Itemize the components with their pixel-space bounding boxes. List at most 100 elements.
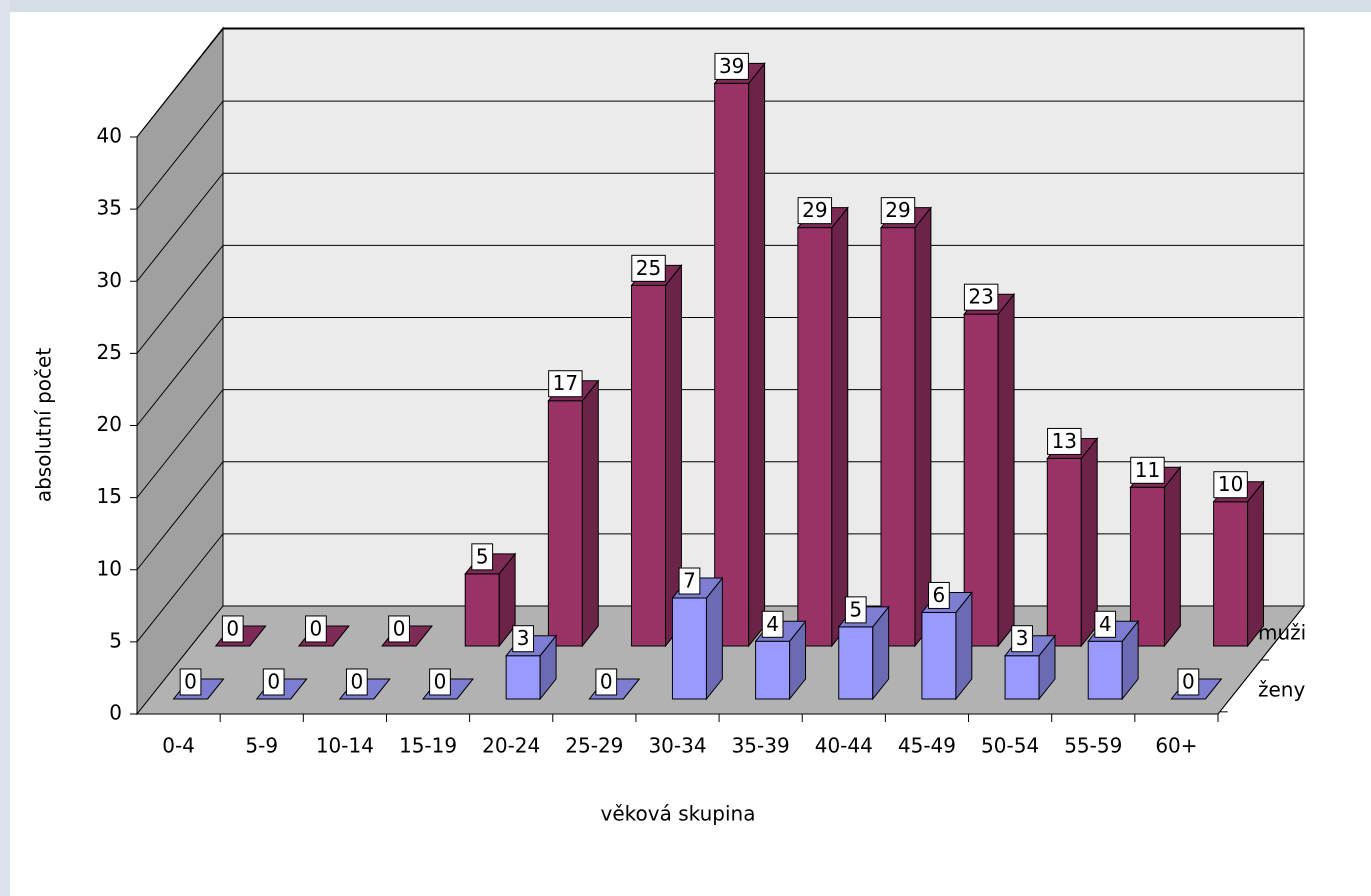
y-tick-label: 20 [97, 412, 122, 436]
value-label-box [631, 254, 666, 282]
value-label: 0 [350, 669, 363, 693]
value-label: 13 [1052, 429, 1077, 453]
bar-side [997, 292, 1015, 648]
value-label-box [1177, 668, 1200, 696]
x-axis-title: věková skupina [601, 802, 756, 826]
x-tick-label: 35-39 [732, 734, 790, 758]
value-label-box [678, 567, 701, 595]
grid-line [136, 245, 224, 354]
value-label: 0 [310, 616, 323, 640]
bar-front [921, 611, 957, 700]
value-label-box [512, 625, 535, 653]
value-label-box [388, 615, 410, 643]
bar-front [1004, 655, 1040, 700]
value-label-box [1011, 625, 1033, 653]
value-label-box [1094, 610, 1117, 638]
bar-front [755, 640, 791, 700]
bar-side [831, 206, 849, 648]
x-tick-label: 15-19 [399, 734, 457, 758]
value-label-box [844, 596, 867, 624]
value-label: 5 [476, 544, 489, 568]
top-band [0, 0, 1371, 12]
value-label: 4 [1099, 612, 1112, 636]
value-label: 4 [766, 612, 779, 636]
value-label: 5 [849, 597, 862, 621]
x-tick-label: 45-49 [898, 734, 956, 758]
value-label-box [797, 197, 833, 225]
x-tick-label: 60+ [1155, 734, 1197, 758]
value-label-box [880, 197, 916, 225]
value-label-box [1130, 456, 1165, 484]
value-label: 29 [885, 198, 910, 222]
value-label-box [262, 668, 285, 696]
y-tick-label: 40 [97, 124, 122, 148]
value-label: 17 [553, 371, 578, 395]
depth-label: ženy [1258, 678, 1305, 702]
value-label: 25 [636, 256, 661, 280]
value-label: 0 [184, 669, 197, 693]
value-label-box [1047, 427, 1082, 455]
value-label-box [429, 668, 451, 696]
value-label: 0 [267, 669, 280, 693]
x-tick-label: 40-44 [815, 734, 873, 758]
bar-front [1213, 501, 1249, 647]
bar-side [1163, 465, 1181, 648]
x-tick-label: 25-29 [565, 734, 623, 758]
value-label: 11 [1135, 458, 1160, 482]
bar-front [464, 573, 500, 647]
bar-side [705, 576, 723, 701]
grid-line [136, 317, 224, 426]
bar-front [671, 597, 707, 700]
value-label: 3 [1016, 626, 1029, 650]
value-label-box [963, 283, 999, 311]
y-axis-title: absolutní počet [32, 348, 56, 503]
grid-line [136, 389, 224, 498]
value-label-box [221, 615, 244, 643]
grid-line [136, 533, 224, 643]
y-tick-label: 25 [97, 340, 122, 364]
depth-label: muži [1258, 621, 1306, 645]
value-label: 0 [1182, 669, 1195, 693]
x-tick-label: 30-34 [648, 734, 706, 758]
left-band [0, 0, 10, 896]
bar-side [1247, 480, 1265, 648]
value-label-box [1213, 471, 1248, 499]
value-label-box [595, 668, 618, 696]
y-tick-label: 5 [109, 628, 122, 652]
value-label: 29 [802, 198, 827, 222]
bar-front [1087, 640, 1123, 700]
grid-line [136, 172, 224, 282]
bar-side [581, 379, 599, 648]
bar-side [748, 61, 766, 648]
bar-front [797, 227, 833, 647]
value-label: 6 [933, 583, 946, 607]
value-label-box [345, 668, 368, 696]
value-label: 0 [226, 616, 239, 640]
value-label: 39 [719, 54, 744, 78]
bar-front [1046, 457, 1082, 647]
y-tick-label: 0 [109, 701, 122, 725]
value-label: 3 [517, 626, 530, 650]
value-label-box [761, 610, 784, 638]
value-label-box [928, 581, 950, 609]
bar-front [714, 82, 750, 647]
bar-side [914, 206, 932, 648]
x-tick-label: 50-54 [981, 734, 1039, 758]
x-tick-label: 20-24 [482, 734, 540, 758]
value-label: 7 [683, 569, 696, 593]
x-tick-label: 55-59 [1064, 734, 1122, 758]
bar-front [505, 655, 541, 700]
value-label-box [714, 52, 749, 80]
value-label: 23 [968, 285, 993, 309]
value-label-box [471, 543, 494, 571]
y-tick-label: 35 [97, 196, 122, 220]
bar-front [547, 400, 583, 647]
x-tick-label: 5-9 [245, 734, 278, 758]
grid-line [136, 28, 224, 138]
value-label-box [305, 615, 327, 643]
value-label: 0 [434, 669, 447, 693]
value-label-box [548, 370, 583, 398]
value-label: 0 [393, 616, 406, 640]
